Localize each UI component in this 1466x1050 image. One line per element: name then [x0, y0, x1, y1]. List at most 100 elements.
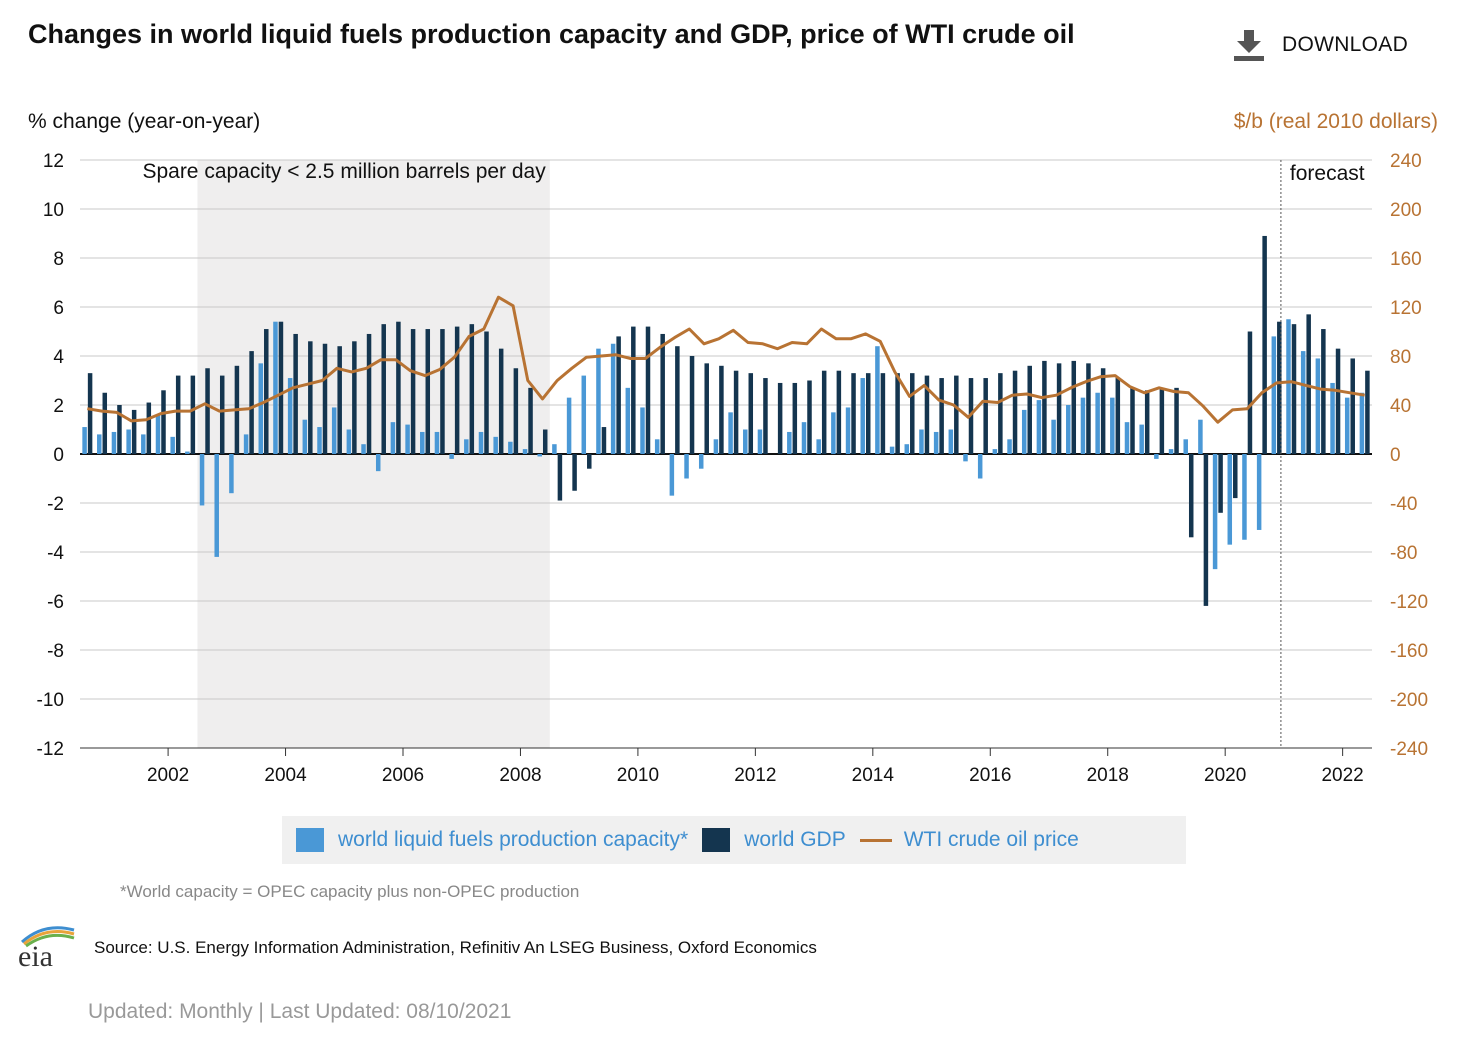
- bar-gdp: [1335, 348, 1341, 454]
- bar-capacity: [581, 375, 587, 454]
- bar-gdp: [102, 392, 108, 454]
- legend-swatch-gdp: [702, 828, 731, 852]
- left-tick-label: 6: [53, 298, 64, 319]
- bar-gdp: [777, 382, 783, 454]
- bar-gdp: [410, 329, 416, 454]
- bar-capacity: [625, 387, 631, 454]
- bar-gdp: [733, 370, 739, 454]
- bar-capacity: [566, 397, 572, 454]
- left-tick-label: 0: [53, 445, 64, 466]
- bar-gdp: [1262, 235, 1267, 454]
- bar-gdp: [601, 427, 607, 454]
- bar-gdp: [454, 326, 460, 454]
- x-tick-label: 2004: [264, 765, 307, 786]
- x-tick-label: 2016: [969, 765, 1011, 786]
- bar-gdp: [190, 375, 196, 454]
- bar-capacity: [97, 434, 102, 454]
- bar-capacity: [875, 346, 880, 454]
- download-label: DOWNLOAD: [1282, 33, 1409, 56]
- legend-item-capacity[interactable]: world liquid fuels production capacity*: [296, 828, 688, 852]
- bar-gdp: [1130, 387, 1135, 454]
- bar-gdp: [631, 326, 636, 454]
- bar-gdp: [1188, 454, 1194, 538]
- bar-capacity: [464, 439, 469, 454]
- download-button[interactable]: DOWNLOAD: [1232, 28, 1408, 62]
- bar-gdp: [939, 378, 944, 454]
- bar-capacity: [1168, 449, 1174, 454]
- x-tick-label: 2022: [1321, 765, 1363, 786]
- bar-capacity: [1359, 392, 1365, 454]
- bar-capacity: [1344, 397, 1350, 454]
- bar-capacity: [1286, 319, 1291, 454]
- bar-capacity: [889, 446, 895, 454]
- source-note: Source: U.S. Energy Information Administ…: [94, 938, 817, 957]
- bar-capacity: [684, 454, 689, 479]
- bar-capacity: [610, 343, 616, 454]
- x-tick-label: 2014: [852, 765, 895, 786]
- bar-capacity: [243, 434, 249, 454]
- bar-gdp: [469, 324, 475, 454]
- legend-label-capacity: world liquid fuels production capacity*: [338, 828, 689, 851]
- bar-capacity: [111, 431, 117, 454]
- bar-capacity: [933, 431, 939, 454]
- bar-capacity: [698, 454, 704, 469]
- bar-capacity: [904, 444, 910, 454]
- bar-gdp: [998, 373, 1003, 454]
- bar-gdp: [719, 365, 724, 454]
- bar-capacity: [816, 439, 821, 454]
- bar-gdp: [587, 454, 592, 469]
- legend-swatch-capacity: [296, 828, 324, 852]
- bar-capacity: [214, 454, 219, 557]
- bar-gdp: [1042, 360, 1047, 454]
- right-tick-label: 80: [1390, 347, 1411, 368]
- eia-logo: eia: [18, 926, 75, 970]
- right-tick-label: 40: [1390, 396, 1411, 417]
- bar-capacity: [1139, 424, 1144, 454]
- bar-capacity: [1051, 419, 1056, 454]
- left-tick-label: -8: [47, 641, 64, 662]
- bar-gdp: [1159, 387, 1165, 454]
- bar-gdp: [1056, 363, 1062, 454]
- bar-capacity: [361, 444, 366, 454]
- right-tick-label: -80: [1390, 543, 1417, 564]
- bar-capacity: [390, 422, 396, 454]
- bar-gdp: [792, 382, 798, 454]
- bar-capacity: [537, 454, 542, 457]
- bar-gdp: [1365, 370, 1370, 454]
- bar-capacity: [420, 431, 425, 454]
- right-tick-label: 200: [1390, 200, 1422, 221]
- right-tick-label: -40: [1390, 494, 1417, 515]
- right-tick-label: 160: [1390, 249, 1422, 270]
- shaded-region-label: Spare capacity < 2.5 million barrels per…: [142, 160, 546, 183]
- legend-item-gdp[interactable]: world GDP: [702, 828, 846, 852]
- bar-capacity: [1154, 454, 1159, 459]
- bar-gdp: [763, 378, 768, 454]
- right-tick-label: -120: [1390, 592, 1428, 613]
- bar-capacity: [552, 444, 557, 454]
- bar-gdp: [528, 387, 533, 454]
- bar-gdp: [513, 368, 519, 454]
- bar-gdp: [337, 346, 342, 454]
- bar-gdp: [851, 373, 856, 454]
- bar-gdp: [954, 375, 959, 454]
- bar-capacity: [1021, 409, 1027, 454]
- bar-gdp: [865, 373, 871, 454]
- bar-capacity: [82, 427, 87, 454]
- x-tick-label: 2006: [382, 765, 424, 786]
- bar-gdp: [557, 454, 563, 501]
- bar-gdp: [836, 370, 842, 454]
- bar-gdp: [983, 378, 988, 454]
- bar-gdp: [117, 405, 122, 454]
- bar-gdp: [264, 329, 269, 454]
- bar-gdp: [660, 333, 665, 454]
- bar-capacity: [199, 454, 205, 506]
- right-tick-label: -240: [1390, 739, 1428, 760]
- chart-plot: Spare capacity < 2.5 million barrels per…: [37, 151, 1429, 786]
- legend-item-price[interactable]: WTI crude oil price: [859, 828, 1079, 852]
- bar-gdp: [161, 390, 166, 454]
- bar-capacity: [654, 439, 660, 454]
- bar-gdp: [146, 402, 152, 454]
- bar-gdp: [675, 346, 680, 454]
- x-tick-label: 2008: [499, 765, 541, 786]
- bar-gdp: [689, 356, 695, 454]
